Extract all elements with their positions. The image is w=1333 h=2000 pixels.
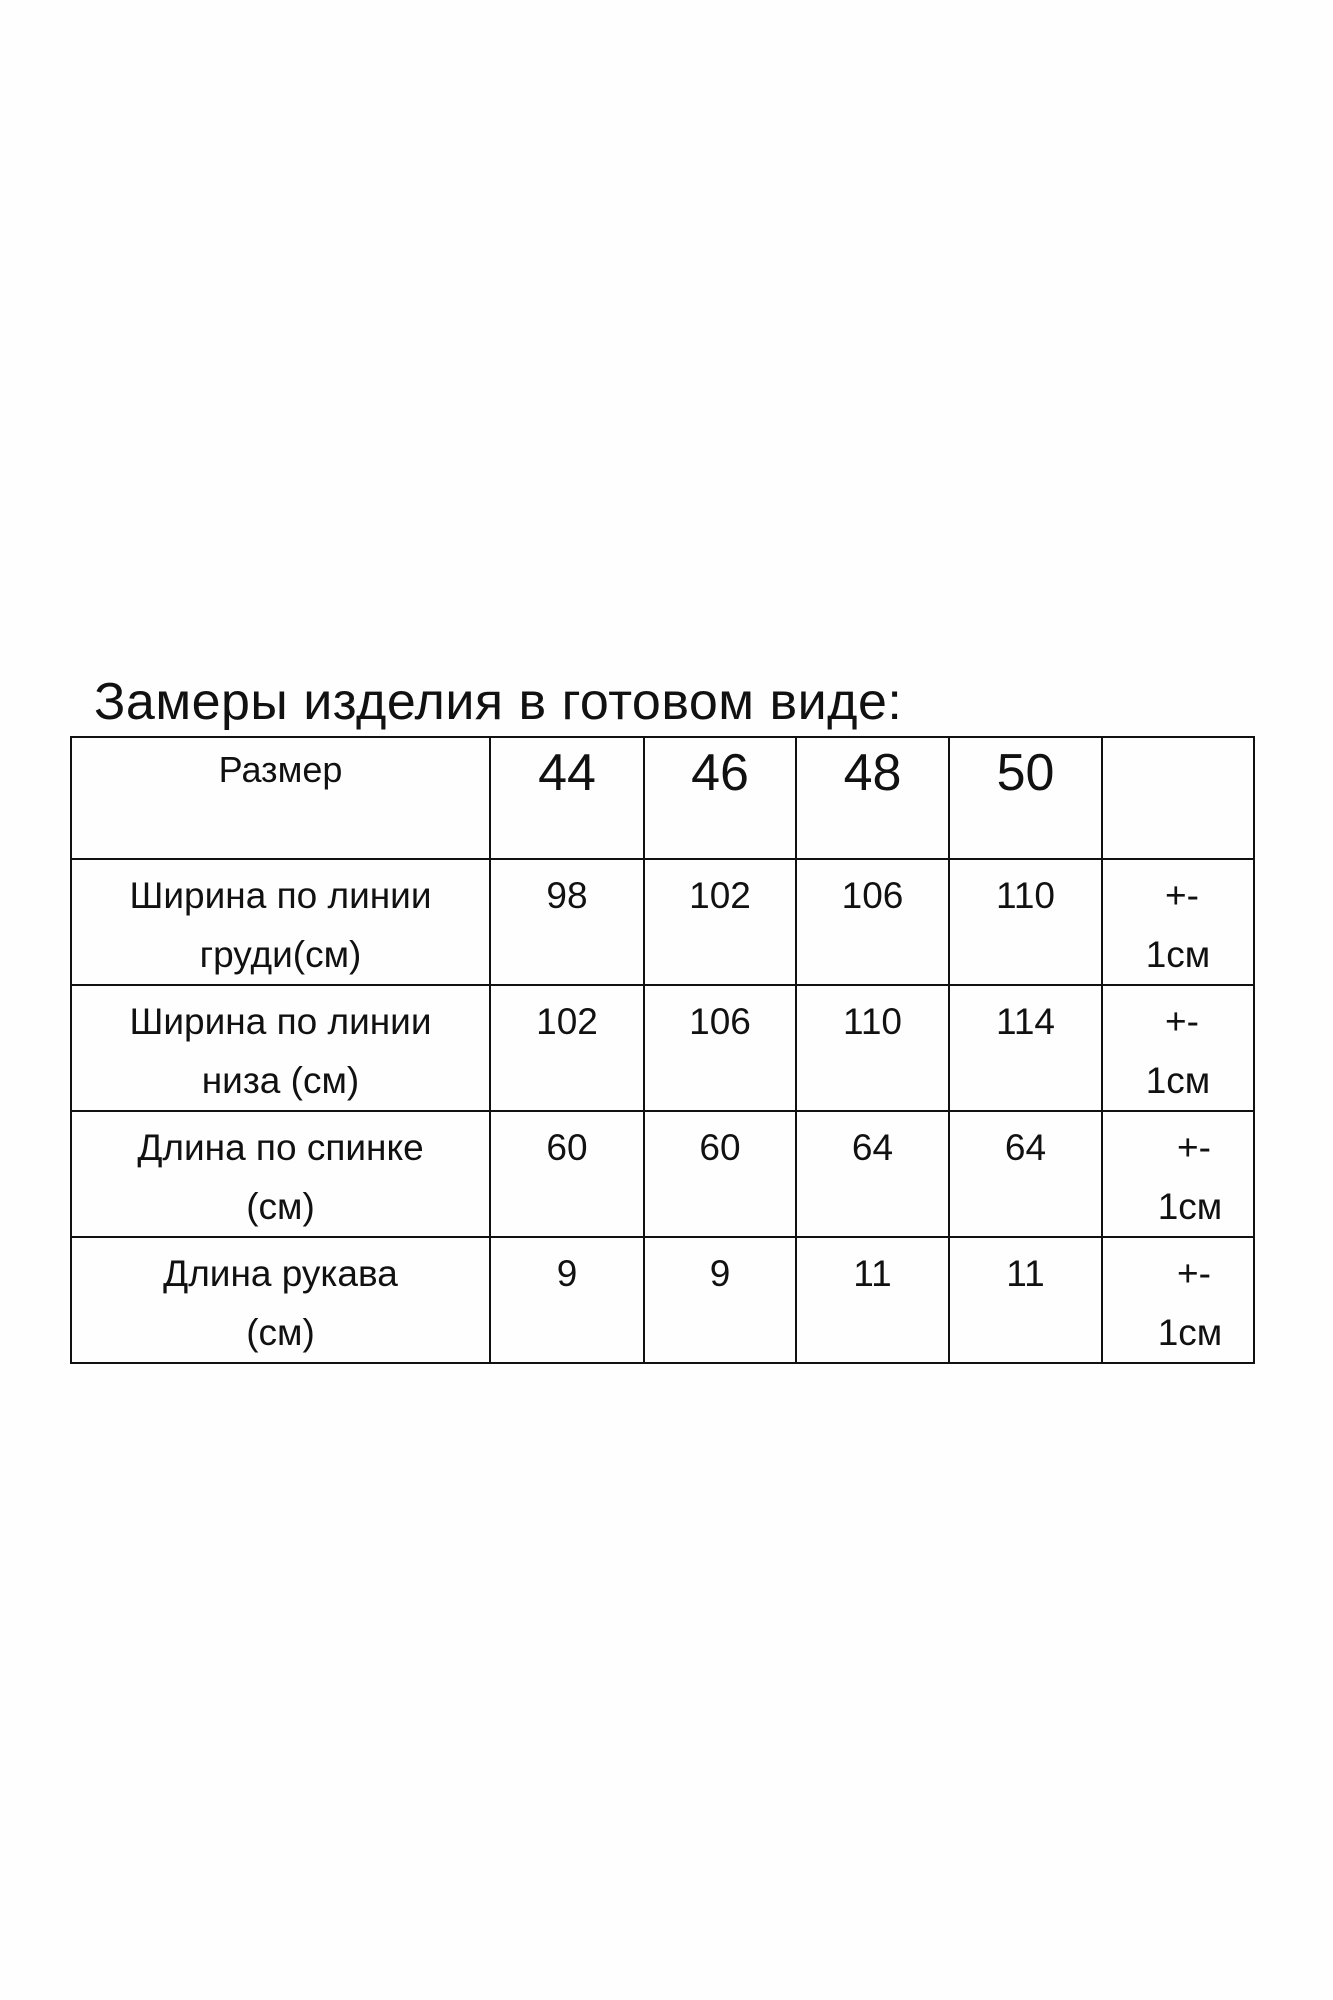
cell-value: 114 <box>948 984 1103 1112</box>
row-label-line1: Ширина по линии <box>129 875 432 916</box>
header-size-48: 48 <box>795 736 950 860</box>
cell-value: 102 <box>643 858 797 986</box>
cell-value: 102 <box>489 984 645 1112</box>
cell-value: 106 <box>795 858 950 986</box>
cell-value: 60 <box>489 1110 645 1238</box>
tolerance-line1: +- <box>1165 875 1199 916</box>
row-label: Длина по спинке (см) <box>70 1110 491 1238</box>
row-label-line1: Длина рукава <box>163 1253 398 1294</box>
cell-value: 110 <box>948 858 1103 986</box>
document-title: Замеры изделия в готовом виде: <box>94 673 903 731</box>
row-label-line2: (см) <box>246 1312 315 1353</box>
cell-value: 11 <box>948 1236 1103 1364</box>
header-size-50: 50 <box>948 736 1103 860</box>
row-label-line2: (см) <box>246 1186 315 1227</box>
cell-value: 98 <box>489 858 645 986</box>
table-header-row: Размер 44 46 48 50 <box>70 736 1255 860</box>
row-label-line1: Длина по спинке <box>137 1127 424 1168</box>
tolerance-line2: 1см <box>1157 1186 1223 1227</box>
tolerance-line2: 1см <box>1157 1312 1223 1353</box>
measurements-table: Размер 44 46 48 50 Ширина по линии груди(… <box>70 736 1255 1364</box>
row-label: Длина рукава (см) <box>70 1236 491 1364</box>
header-size-46: 46 <box>643 736 797 860</box>
table-row: Длина по спинке (см) 60 60 64 64 +- 1см <box>70 1110 1255 1238</box>
tolerance-line2: 1см <box>1145 1060 1211 1101</box>
tolerance-cell: +- 1см <box>1101 984 1255 1112</box>
row-label: Ширина по линии груди(см) <box>70 858 491 986</box>
row-label-line1: Ширина по линии <box>129 1001 432 1042</box>
cell-value: 106 <box>643 984 797 1112</box>
tolerance-line1: +- <box>1177 1127 1211 1168</box>
cell-value: 9 <box>643 1236 797 1364</box>
cell-value: 64 <box>948 1110 1103 1238</box>
tolerance-line1: +- <box>1165 1001 1199 1042</box>
tolerance-cell: +- 1см <box>1101 1110 1255 1238</box>
cell-value: 110 <box>795 984 950 1112</box>
cell-value: 60 <box>643 1110 797 1238</box>
cell-value: 64 <box>795 1110 950 1238</box>
tolerance-cell: +- 1см <box>1101 858 1255 986</box>
row-label-line2: низа (см) <box>201 1060 360 1101</box>
header-empty-cell <box>1101 736 1255 860</box>
table-row: Ширина по линии груди(см) 98 102 106 110 … <box>70 858 1255 986</box>
header-size-44: 44 <box>489 736 645 860</box>
row-label: Ширина по линии низа (см) <box>70 984 491 1112</box>
tolerance-line1: +- <box>1177 1253 1211 1294</box>
cell-value: 9 <box>489 1236 645 1364</box>
header-size-label: Размер <box>70 736 491 860</box>
row-label-line2: груди(см) <box>199 934 362 975</box>
tolerance-cell: +- 1см <box>1101 1236 1255 1364</box>
table-row: Ширина по линии низа (см) 102 106 110 114… <box>70 984 1255 1112</box>
cell-value: 11 <box>795 1236 950 1364</box>
table-row: Длина рукава (см) 9 9 11 11 +- 1см <box>70 1236 1255 1364</box>
tolerance-line2: 1см <box>1145 934 1211 975</box>
